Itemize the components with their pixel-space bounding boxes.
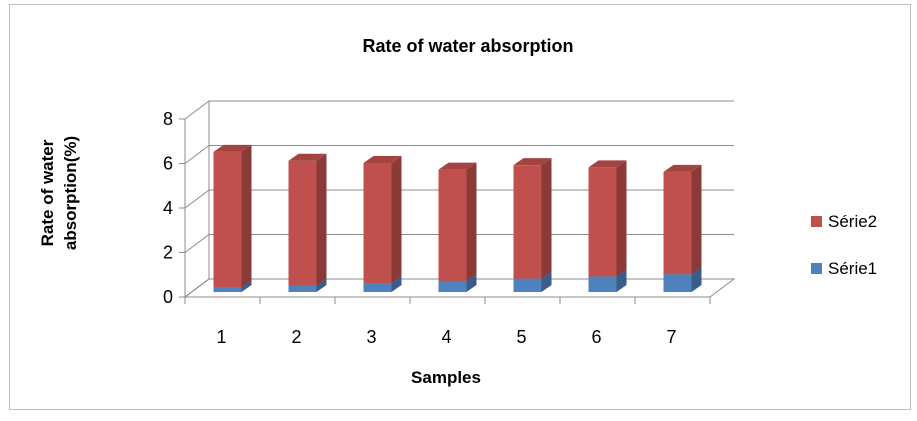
- bar-front: [438, 169, 467, 281]
- bar-top: [213, 144, 252, 152]
- gridline: [184, 234, 734, 253]
- x-tick-labels: 1 2 3 4 5 6 7: [216, 327, 676, 347]
- bars: [213, 144, 702, 292]
- y-tick-label: 6: [163, 154, 173, 174]
- y-tick-labels: 0 2 4 6 8: [163, 109, 173, 307]
- y-axis-title-line-2: absorption(%): [61, 136, 80, 250]
- bar-side: [691, 267, 702, 292]
- x-tick-label: 3: [366, 327, 376, 347]
- legend-label-serie2: Série2: [828, 212, 877, 231]
- bar-front: [213, 287, 242, 292]
- chart-title: Rate of water absorption: [362, 36, 573, 56]
- bar-top: [588, 160, 627, 168]
- x-axis-title: Samples: [411, 368, 481, 387]
- bar-front: [663, 171, 692, 275]
- bar-serie2-sample-3: [363, 155, 402, 284]
- bar-top: [288, 153, 327, 161]
- y-tick-label: 2: [163, 243, 173, 263]
- bar-front: [513, 278, 542, 292]
- bar-front: [363, 162, 392, 284]
- bar-top: [663, 164, 702, 172]
- gridline: [184, 100, 734, 120]
- bar-side: [316, 278, 327, 292]
- legend-swatch-serie1: [811, 263, 822, 274]
- bar-side: [541, 158, 552, 279]
- bar-serie2-sample-2: [288, 153, 327, 286]
- bar-front: [213, 151, 242, 288]
- bar-serie2-sample-6: [588, 160, 627, 277]
- bar-side: [466, 273, 477, 292]
- bar-serie2-sample-4: [438, 162, 477, 281]
- legend: Série2 Série1: [811, 212, 877, 278]
- bar-side: [616, 269, 627, 292]
- bar-serie2-sample-1: [213, 144, 252, 288]
- bar-top: [513, 158, 552, 166]
- axes: [179, 118, 711, 304]
- bar-side: [391, 276, 402, 292]
- bar-side: [541, 271, 552, 292]
- gridline: [184, 189, 734, 209]
- y-axis-title-line-1: Rate of water: [38, 139, 57, 246]
- y-tick-label: 0: [163, 287, 173, 307]
- bar-front: [663, 274, 692, 292]
- bar-serie2-sample-7: [663, 164, 702, 275]
- y-tick-label: 8: [163, 109, 173, 129]
- bar-front: [588, 276, 617, 292]
- bar-front: [588, 167, 617, 277]
- bar-front: [288, 160, 317, 286]
- bar-side: [616, 160, 627, 277]
- x-tick-label: 1: [216, 327, 226, 347]
- bar-front: [288, 285, 317, 292]
- legend-label-serie1: Série1: [828, 259, 877, 278]
- y-tick-label: 4: [163, 198, 173, 218]
- bar-front: [513, 165, 542, 279]
- gridline: [184, 278, 734, 298]
- bar-front: [363, 283, 392, 292]
- bar-side: [241, 144, 252, 288]
- x-tick-label: 2: [291, 327, 301, 347]
- bar-side: [466, 162, 477, 281]
- bar-front: [438, 280, 467, 292]
- bar-side: [691, 164, 702, 275]
- x-tick-label: 4: [441, 327, 451, 347]
- bar-serie2-sample-5: [513, 158, 552, 279]
- bar-top: [363, 155, 402, 163]
- bar-side: [241, 280, 252, 292]
- legend-swatch-serie2: [811, 216, 822, 227]
- bar-side: [391, 155, 402, 284]
- x-tick-label: 6: [591, 327, 601, 347]
- gridlines: [184, 100, 734, 298]
- bar-top: [438, 162, 477, 170]
- x-tick-label: 5: [516, 327, 526, 347]
- gridline: [184, 145, 734, 164]
- bar-side: [316, 153, 327, 286]
- x-tick-label: 7: [666, 327, 676, 347]
